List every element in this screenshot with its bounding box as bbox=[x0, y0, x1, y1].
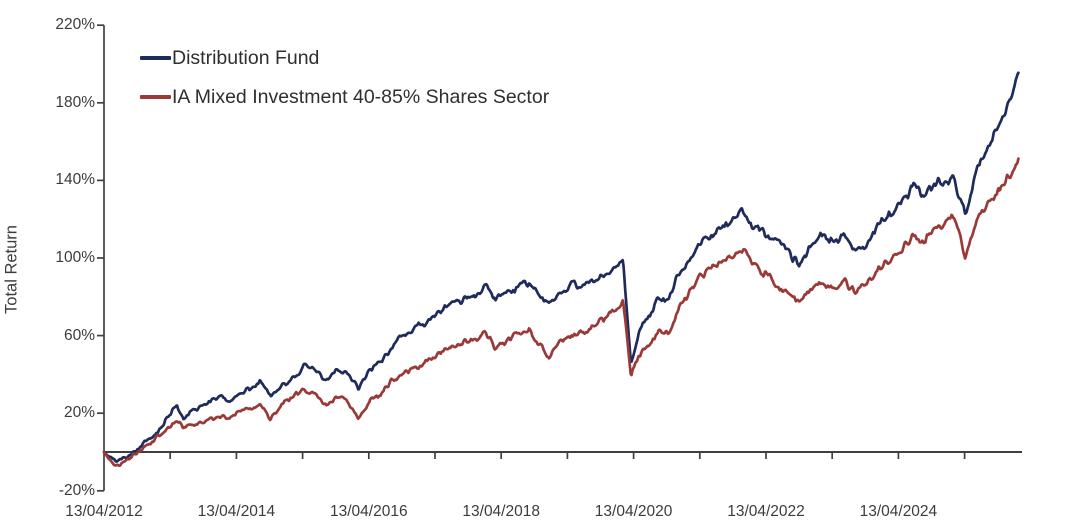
y-tick-label: 60% bbox=[63, 326, 95, 344]
x-tick-label: 13/04/2012 bbox=[65, 503, 143, 520]
x-tick-label: 13/04/2020 bbox=[594, 503, 673, 520]
y-tick-label: 180% bbox=[55, 93, 95, 111]
series-line-distribution-fund bbox=[102, 71, 1020, 463]
x-tick-label: 13/04/2022 bbox=[727, 503, 805, 520]
legend-item-ia-mixed-sector: IA Mixed Investment 40-85% Shares Sector bbox=[140, 84, 549, 110]
series-line-ia-mixed-sector bbox=[102, 157, 1020, 467]
legend-line-swatch-ia-mixed-sector bbox=[140, 95, 171, 99]
x-tick-label: 13/04/2018 bbox=[462, 503, 540, 520]
legend-label: IA Mixed Investment 40-85% Shares Sector bbox=[172, 85, 550, 108]
x-tick-label: 13/04/2014 bbox=[197, 503, 276, 520]
y-tick-label: -20% bbox=[58, 481, 95, 499]
legend-line-swatch-distribution-fund bbox=[140, 56, 171, 60]
y-tick-label: 20% bbox=[63, 404, 95, 422]
y-tick-label: 220% bbox=[55, 16, 95, 34]
legend-item-distribution-fund: Distribution Fund bbox=[140, 45, 549, 71]
y-tick-label: 100% bbox=[55, 249, 95, 266]
legend-label: Distribution Fund bbox=[172, 46, 320, 69]
chart-legend: Distribution Fund IA Mixed Investment 40… bbox=[140, 45, 549, 123]
x-tick-label: 13/04/2024 bbox=[859, 503, 938, 520]
x-tick-label: 13/04/2016 bbox=[330, 503, 408, 520]
y-tick-label: 140% bbox=[55, 171, 95, 189]
y-axis-title: Total Return bbox=[2, 225, 21, 314]
